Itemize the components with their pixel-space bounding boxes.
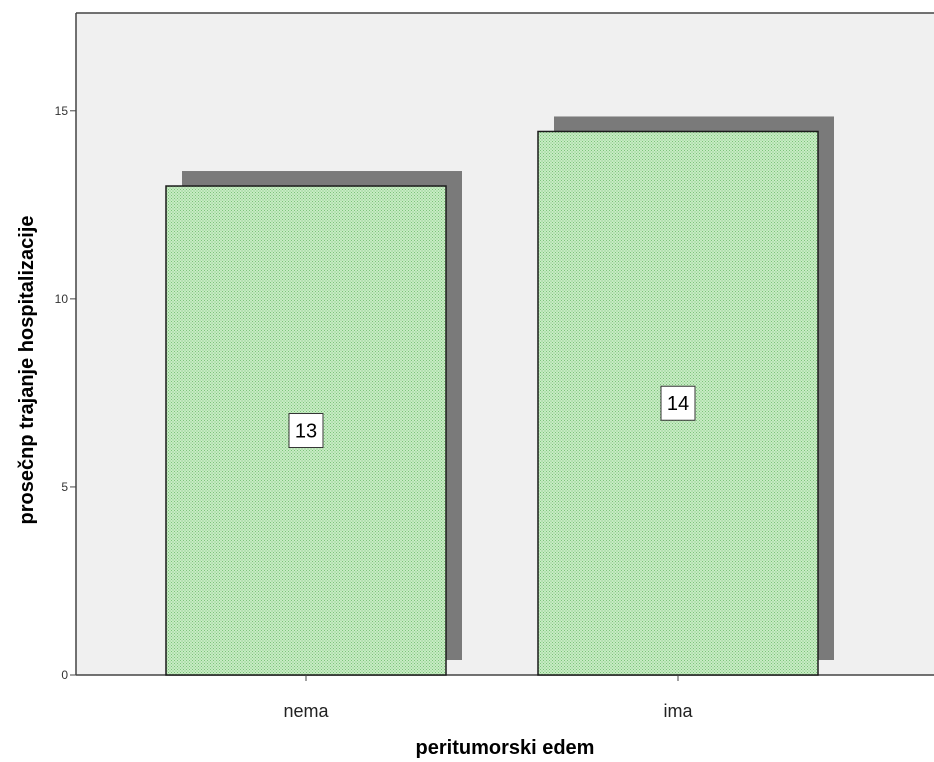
x-tick-label: ima	[663, 701, 693, 721]
y-tick-label: 5	[61, 480, 68, 494]
data-label-box	[660, 385, 696, 421]
data-label-box	[288, 413, 324, 449]
x-tick-label: nema	[283, 701, 329, 721]
data-label: 14	[667, 393, 689, 415]
x-axis-title: peritumorski edem	[416, 737, 595, 759]
y-tick-label: 15	[55, 104, 69, 118]
y-tick-label: 10	[55, 292, 69, 306]
y-ticks-group: 0 5 10 15	[55, 104, 76, 682]
data-label: 13	[295, 421, 317, 443]
bars-group: 13 14	[165, 116, 834, 676]
bar-nema	[165, 185, 447, 676]
x-ticks-group: nema ima	[283, 675, 693, 721]
y-tick-label: 0	[61, 668, 68, 682]
y-axis-title: prosečnp trajanje hospitalizacije	[16, 216, 38, 525]
